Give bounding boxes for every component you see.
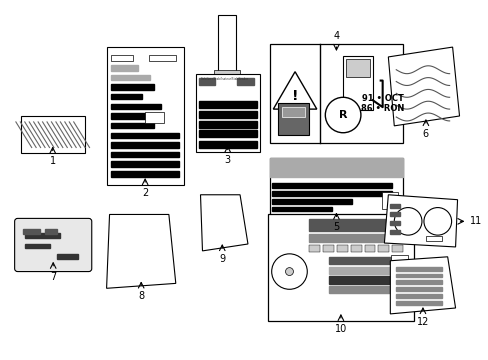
Bar — [111, 104, 161, 109]
Bar — [111, 152, 179, 157]
Bar — [391, 245, 402, 252]
Bar — [308, 219, 407, 231]
Text: 91 • OCT
86 • RON: 91 • OCT 86 • RON — [361, 94, 404, 113]
Bar — [381, 192, 397, 209]
Bar — [328, 276, 393, 284]
Bar — [111, 94, 142, 99]
Polygon shape — [273, 72, 316, 109]
Bar — [237, 78, 253, 85]
Bar — [328, 266, 393, 274]
Bar — [277, 103, 308, 135]
Bar — [395, 287, 441, 291]
Bar — [269, 44, 402, 143]
Circle shape — [325, 97, 360, 133]
Text: Stabilizer/Stabilisateur/Stabilizador: Stabilizer/Stabilisateur/Stabilizador — [200, 77, 248, 81]
Bar — [364, 245, 375, 252]
Text: 12: 12 — [416, 317, 428, 327]
Bar — [272, 199, 352, 203]
Bar — [328, 257, 393, 265]
Bar — [25, 233, 60, 238]
Bar — [272, 191, 392, 195]
Text: R: R — [338, 110, 346, 120]
Bar — [111, 171, 179, 177]
Circle shape — [285, 267, 293, 275]
Text: 6: 6 — [422, 129, 428, 139]
Bar — [395, 294, 441, 298]
Text: 9: 9 — [219, 254, 225, 264]
Bar — [395, 274, 441, 278]
Bar — [214, 70, 240, 78]
Bar — [218, 15, 236, 74]
Bar — [25, 244, 50, 248]
Text: 5: 5 — [333, 222, 339, 232]
Bar — [111, 162, 179, 167]
Bar — [198, 130, 256, 138]
Bar — [350, 245, 361, 252]
Bar — [272, 207, 332, 211]
Text: 11: 11 — [469, 216, 482, 226]
Text: 10: 10 — [334, 324, 346, 334]
Text: 7: 7 — [50, 271, 56, 282]
Bar — [111, 123, 153, 129]
Circle shape — [423, 208, 451, 235]
Bar — [111, 132, 179, 138]
Polygon shape — [387, 47, 459, 126]
Text: !: ! — [291, 89, 298, 103]
Bar — [389, 212, 399, 216]
Bar — [395, 267, 441, 271]
Bar — [389, 230, 399, 234]
Bar — [198, 121, 256, 128]
Polygon shape — [389, 257, 455, 314]
Bar — [57, 254, 78, 259]
Bar — [198, 141, 256, 148]
Bar — [22, 229, 41, 234]
Bar — [106, 47, 183, 185]
Text: 4: 4 — [333, 31, 339, 41]
Bar — [111, 65, 138, 71]
Bar — [389, 204, 399, 208]
Bar — [336, 245, 347, 252]
Polygon shape — [200, 195, 247, 251]
Bar — [149, 55, 176, 61]
Polygon shape — [106, 215, 175, 288]
Bar — [111, 55, 133, 61]
Bar — [390, 255, 407, 300]
Text: 8: 8 — [138, 291, 144, 301]
Bar — [343, 56, 372, 110]
Bar — [346, 59, 369, 77]
Bar — [20, 116, 84, 153]
Bar — [198, 78, 214, 85]
Bar — [198, 101, 256, 108]
Bar — [389, 221, 399, 225]
Polygon shape — [384, 195, 457, 247]
Text: 1: 1 — [50, 156, 56, 166]
Bar — [195, 74, 259, 152]
Circle shape — [271, 254, 306, 289]
Text: 3: 3 — [224, 156, 230, 165]
Bar — [272, 183, 392, 188]
Bar — [281, 107, 305, 117]
Bar — [328, 286, 393, 293]
Bar — [395, 280, 441, 284]
Bar — [198, 111, 256, 118]
Circle shape — [393, 208, 421, 235]
Text: 2: 2 — [142, 188, 148, 198]
Bar — [111, 75, 149, 80]
Bar — [111, 113, 145, 119]
Bar — [267, 215, 413, 321]
Bar — [395, 301, 441, 305]
Bar — [308, 234, 407, 242]
Bar — [269, 158, 402, 219]
Bar — [145, 112, 164, 123]
Bar — [111, 84, 153, 90]
Bar — [111, 142, 179, 148]
FancyBboxPatch shape — [15, 219, 92, 271]
Bar — [269, 158, 402, 177]
Bar — [378, 245, 388, 252]
Bar — [323, 245, 333, 252]
Bar — [425, 236, 441, 241]
Bar — [45, 229, 57, 234]
Bar — [308, 245, 320, 252]
